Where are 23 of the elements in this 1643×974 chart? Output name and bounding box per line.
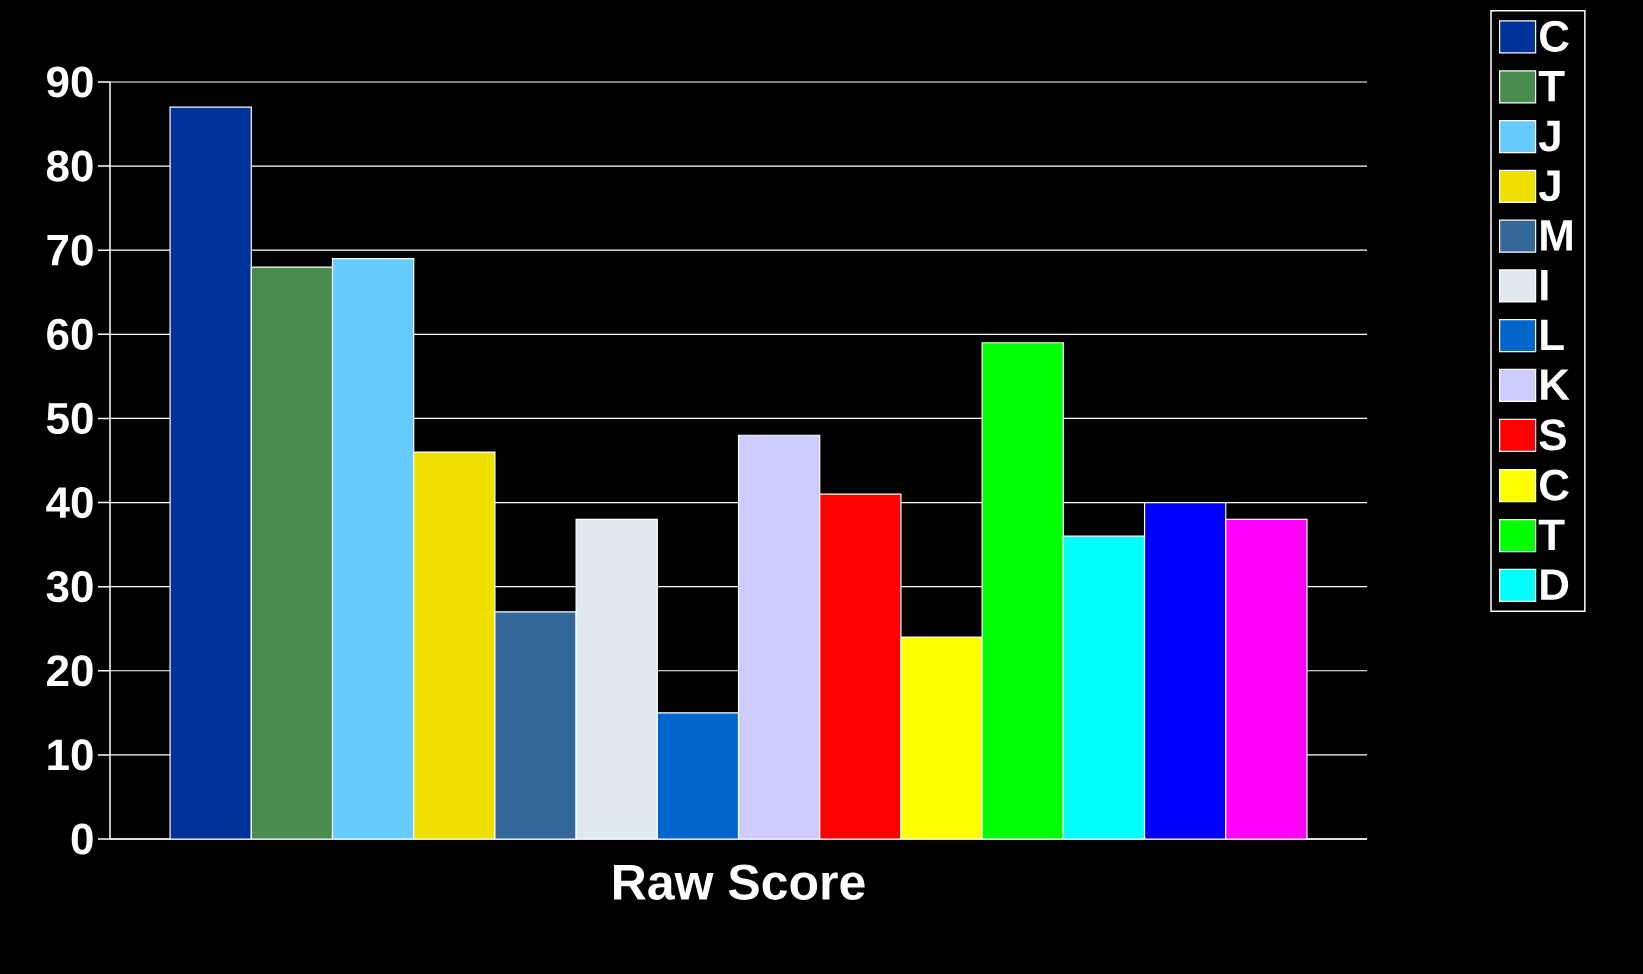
legend-label: T	[1538, 519, 1565, 550]
legend-label: T	[1538, 71, 1565, 102]
y-tick-label: 60	[47, 318, 93, 350]
legend-label: D	[1541, 569, 1569, 600]
y-tick-label: 90	[47, 66, 93, 98]
legend-label: I	[1541, 270, 1548, 301]
y-tick-label: 50	[46, 402, 93, 435]
legend-label: M	[1541, 220, 1572, 251]
legend-label: C	[1540, 469, 1569, 501]
x-tick-label: Raw Score	[614, 864, 865, 900]
legend-label: J	[1538, 120, 1560, 152]
y-tick-label: 40	[46, 486, 93, 519]
y-tick-label: 80	[46, 150, 93, 182]
y-tick-label: 30	[46, 571, 93, 603]
legend-label: C	[1540, 20, 1569, 52]
legend-label: S	[1539, 419, 1566, 451]
legend-label: L	[1541, 319, 1564, 351]
y-tick-label: 20	[47, 655, 93, 687]
legend-label: K	[1541, 369, 1570, 400]
y-tick-label: 10	[48, 739, 93, 771]
y-tick-label: 70	[47, 234, 93, 266]
legend-label: J	[1538, 170, 1560, 202]
y-tick-label: 0	[71, 823, 93, 855]
